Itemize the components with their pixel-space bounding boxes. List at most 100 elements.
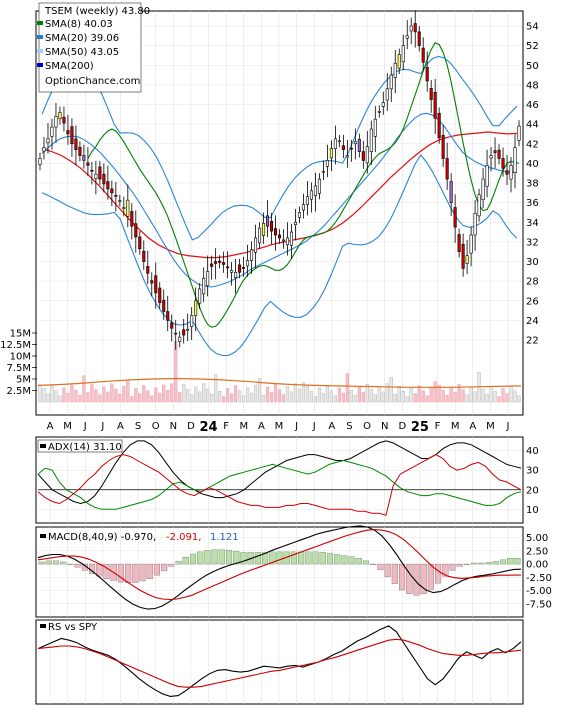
candle-body bbox=[433, 91, 437, 119]
chart-title: TSEM (weekly) 43.80 bbox=[44, 6, 150, 17]
volume-bar bbox=[309, 391, 314, 403]
candle-body bbox=[230, 270, 234, 273]
volume-bar bbox=[90, 384, 94, 403]
legend-sma200: SMA(200) bbox=[45, 61, 94, 72]
macd-histogram-bar bbox=[168, 563, 175, 567]
adx-series-line-2 bbox=[37, 454, 522, 516]
volume-bar bbox=[230, 393, 234, 403]
macd-histogram-bar bbox=[478, 562, 485, 565]
candle-body bbox=[421, 47, 425, 63]
candle-body bbox=[353, 141, 357, 145]
macd-histogram-bar bbox=[456, 563, 463, 567]
volume-bar bbox=[210, 393, 214, 403]
volume-bar bbox=[122, 385, 126, 403]
candle-body bbox=[457, 234, 461, 252]
month-tick-label: N bbox=[381, 421, 388, 432]
macd-histogram-bar bbox=[153, 563, 160, 576]
volume-bar bbox=[38, 384, 42, 403]
macd-histogram-bar bbox=[384, 563, 391, 577]
volume-bar bbox=[82, 375, 86, 403]
volume-bar bbox=[222, 396, 226, 403]
macd-histogram-bar bbox=[182, 557, 189, 565]
candle-body bbox=[82, 155, 86, 161]
volume-bar bbox=[214, 374, 218, 403]
month-tick-label: F bbox=[223, 421, 229, 432]
macd-histogram-bar bbox=[298, 551, 305, 565]
candle-body bbox=[198, 288, 202, 304]
candle-body bbox=[405, 35, 409, 39]
volume-bar bbox=[301, 382, 306, 403]
candle-body bbox=[226, 266, 230, 269]
volume-bar bbox=[357, 387, 361, 403]
macd-signal-value: -2.091, bbox=[166, 532, 201, 543]
candle-body bbox=[305, 196, 309, 205]
candle-body bbox=[377, 111, 381, 113]
candle-body bbox=[517, 125, 521, 141]
volume-bar bbox=[489, 385, 493, 403]
price-tick-label: 54 bbox=[526, 22, 539, 33]
macd-histogram-bar bbox=[189, 553, 197, 565]
volume-bar bbox=[321, 393, 326, 403]
macd-tick-label: -2.50 bbox=[526, 573, 552, 584]
macd-histogram-bar bbox=[435, 563, 442, 584]
candle-body bbox=[210, 263, 214, 267]
legend-swatch-sma20 bbox=[37, 35, 43, 39]
legend-sma20: SMA(20) 39.06 bbox=[45, 33, 119, 44]
price-tick-label: 34 bbox=[526, 218, 539, 229]
month-tick-label: M bbox=[239, 421, 248, 432]
volume-bar bbox=[365, 384, 369, 403]
volume-bar bbox=[138, 393, 142, 403]
month-tick-label: 24 bbox=[199, 420, 217, 435]
candle-body bbox=[42, 147, 46, 152]
month-tick-label: M bbox=[63, 421, 72, 432]
volume-bar bbox=[142, 385, 146, 403]
macd-histogram-bar bbox=[38, 561, 45, 565]
macd-histogram-bar bbox=[420, 563, 427, 594]
volume-bar bbox=[493, 391, 497, 403]
candle-body bbox=[453, 207, 457, 228]
volume-bar bbox=[106, 391, 110, 403]
price-tick-label: 52 bbox=[526, 41, 539, 52]
volume-bar bbox=[237, 390, 242, 403]
volume-bar bbox=[202, 383, 206, 403]
month-tick-label: J bbox=[506, 421, 510, 432]
candle-body bbox=[309, 190, 313, 200]
candle-body bbox=[174, 332, 178, 335]
macd-histogram-bar bbox=[226, 550, 233, 565]
macd-histogram-bar bbox=[355, 558, 362, 565]
candle-body bbox=[154, 275, 158, 294]
adx-tick-label: 40 bbox=[526, 446, 539, 457]
candle-body bbox=[38, 158, 42, 165]
volume-bar bbox=[505, 393, 509, 403]
volume-bar bbox=[261, 395, 266, 403]
month-tick-label: M bbox=[486, 421, 495, 432]
volume-bar bbox=[349, 389, 353, 403]
volume-bar bbox=[381, 391, 385, 403]
macd-legend: MACD(8,40,9) -0.970, -2.091, 1.121 bbox=[40, 532, 239, 543]
lower-band-line bbox=[41, 154, 518, 357]
candle-body bbox=[393, 62, 397, 78]
candle-body bbox=[50, 126, 54, 137]
candle-body bbox=[297, 212, 301, 218]
volume-bar bbox=[206, 388, 210, 403]
macd-histogram-bar bbox=[233, 551, 240, 565]
volume-bar bbox=[445, 395, 449, 403]
candle-body bbox=[186, 328, 190, 331]
adx-series-line-1 bbox=[37, 459, 522, 510]
candle-body bbox=[258, 227, 262, 244]
candle-body bbox=[146, 266, 150, 274]
month-tick-label: M bbox=[275, 421, 284, 432]
candle-body bbox=[54, 115, 58, 128]
volume-bar bbox=[42, 388, 46, 403]
volume-bar bbox=[118, 393, 122, 403]
adx-tick-label: 20 bbox=[526, 485, 539, 496]
adx-legend: ADX(14) 31.10 bbox=[37, 439, 123, 453]
volume-bar bbox=[178, 392, 182, 403]
month-tick-label: N bbox=[170, 421, 177, 432]
month-tick-label: M bbox=[451, 421, 460, 432]
macd-histogram-bar bbox=[463, 563, 470, 565]
rs-panel bbox=[35, 619, 524, 705]
month-tick-label: 25 bbox=[411, 420, 429, 435]
volume-bar bbox=[397, 385, 401, 403]
macd-histogram-bar bbox=[391, 563, 398, 584]
